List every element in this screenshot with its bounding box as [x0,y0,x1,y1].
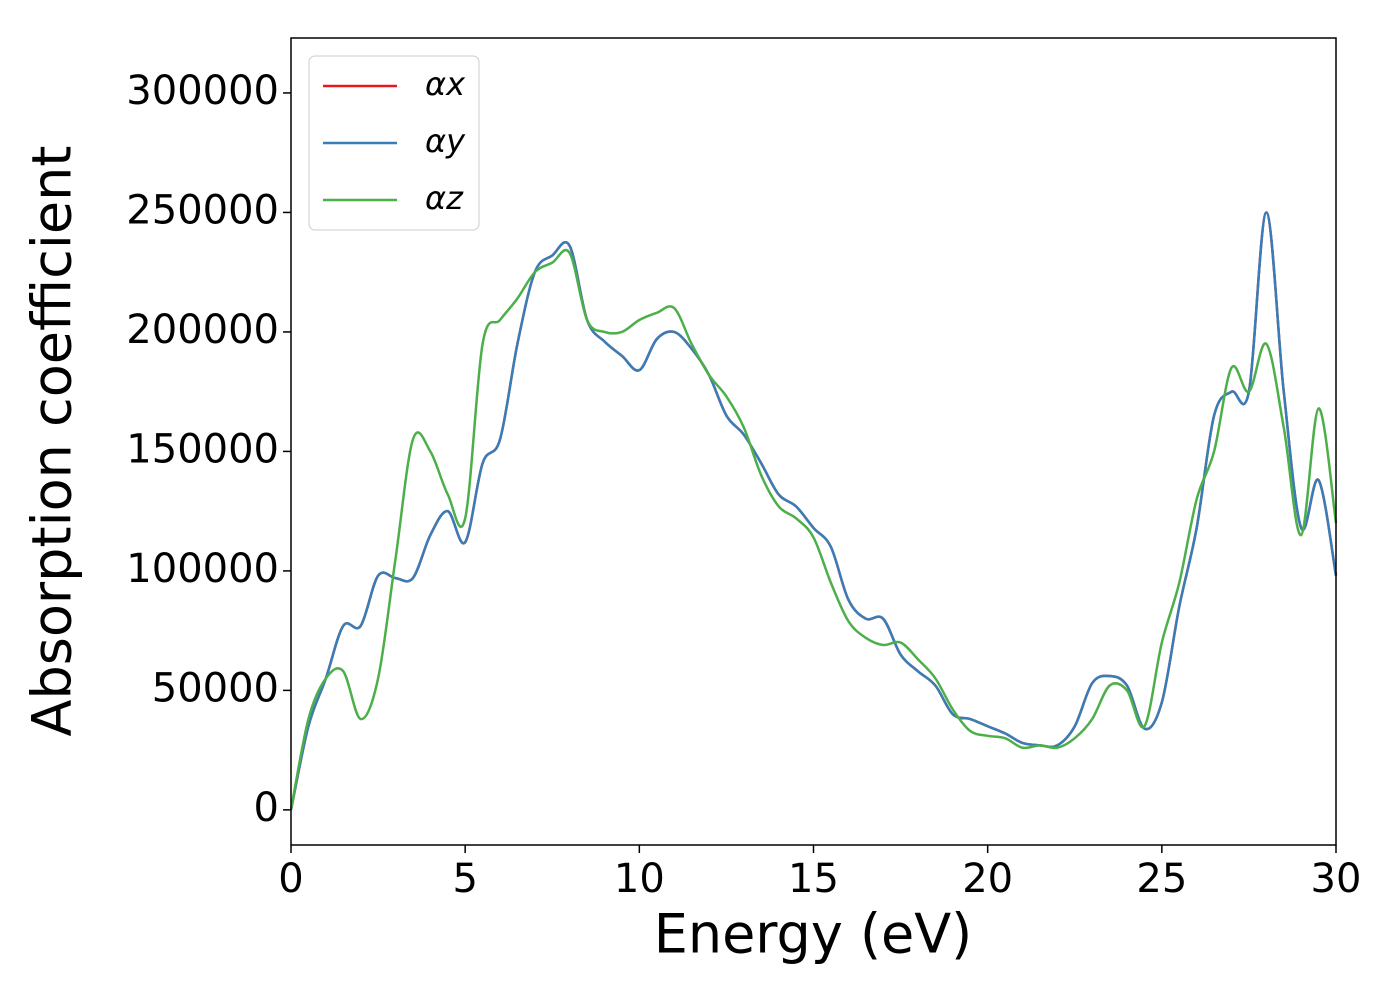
y-tick-label: 0 [254,785,279,831]
legend-label: αy [425,122,466,160]
y-tick-label: 250000 [126,187,279,233]
series-line [289,211,1338,811]
x-tick-label: 30 [1311,856,1362,902]
y-tick-label: 50000 [152,665,279,711]
x-tick-label: 25 [1136,856,1187,902]
plot-frame [290,37,1337,846]
y-tick-label: 100000 [126,546,279,592]
legend-label: αx [425,65,466,103]
series-line [289,248,1338,811]
x-axis-label: Energy (eV) [654,903,973,966]
legend-label: αz [425,179,464,217]
x-tick-label: 5 [452,856,477,902]
y-tick-label: 300000 [126,68,279,114]
x-tick-label: 0 [278,856,303,902]
y-tick-label: 150000 [126,426,279,472]
x-tick-label: 15 [788,856,839,902]
y-axis-label: Absorption coefficient [21,146,84,737]
x-tick-label: 10 [614,856,665,902]
y-tick-label: 200000 [126,307,279,353]
x-tick-label: 20 [962,856,1013,902]
